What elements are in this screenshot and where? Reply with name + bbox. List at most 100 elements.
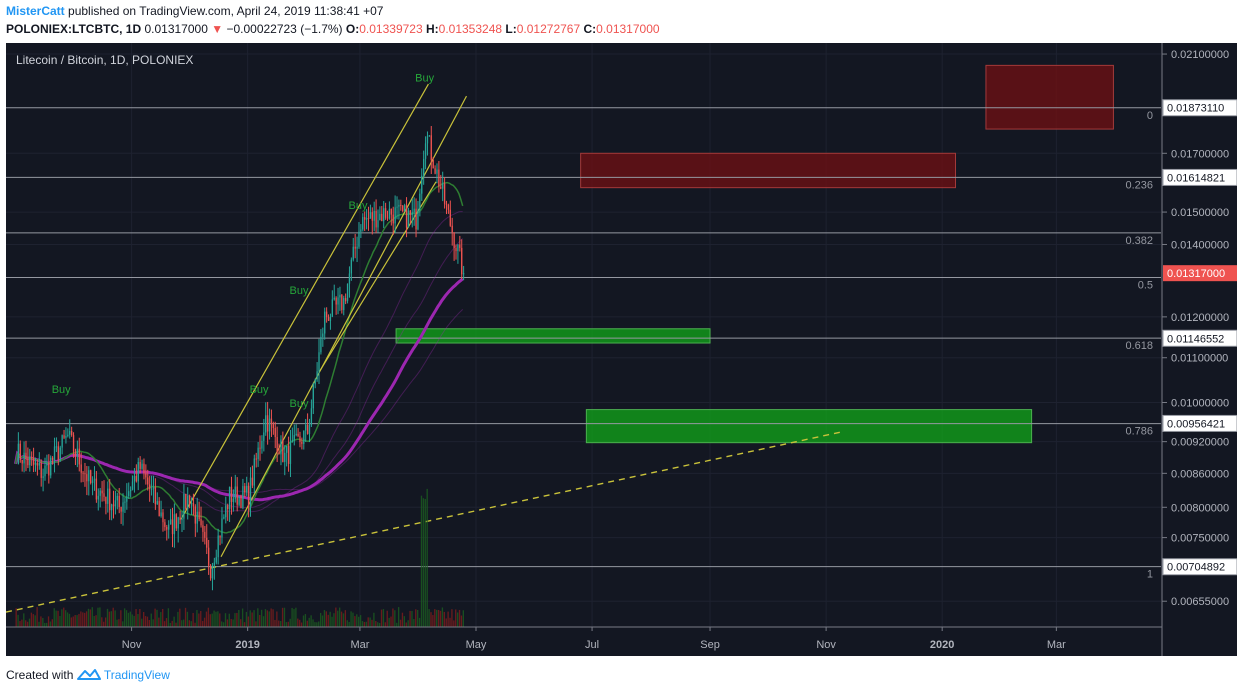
candle-body <box>392 214 394 224</box>
candle-body <box>428 135 431 137</box>
volume-bar <box>17 614 19 627</box>
candle-body <box>261 440 263 449</box>
price-tick-label: 0.00920000 <box>1171 437 1229 449</box>
zones-layer <box>395 64 1114 444</box>
candle-body <box>303 430 305 444</box>
volume-bar <box>344 610 347 627</box>
candle-body <box>200 519 202 526</box>
volume-bar <box>221 621 223 627</box>
volume-bar <box>458 609 461 627</box>
volume-bar <box>445 618 447 627</box>
volume-bar <box>171 620 173 627</box>
candle-body <box>147 477 149 485</box>
volume-bar <box>255 621 257 627</box>
resistance-zone <box>580 152 956 189</box>
volume-bar <box>337 610 339 627</box>
volume-bar <box>85 611 88 627</box>
candle-body <box>445 203 448 205</box>
volume-bar <box>167 608 170 627</box>
candle-body <box>166 526 168 530</box>
volume-bar <box>219 613 221 627</box>
price-tick-label: 0.00750000 <box>1171 533 1229 545</box>
low-value: 0.01272767 <box>516 22 581 36</box>
volume-bar <box>112 607 114 627</box>
candle-body <box>462 273 465 275</box>
candle-body <box>373 210 375 221</box>
volume-bar <box>196 610 198 627</box>
time-axis[interactable]: Nov 2019 Mar May Jul Sep Nov 2020 Mar <box>6 626 1162 651</box>
candle-body <box>114 500 117 507</box>
volume-bar <box>123 608 126 627</box>
tradingview-brand[interactable]: TradingView <box>103 668 170 682</box>
volume-bar <box>354 616 356 627</box>
candle-body <box>278 452 280 455</box>
volume-bar <box>215 611 217 627</box>
candle-body <box>156 501 158 505</box>
signals-layer: Buy Buy Buy Buy Buy Buy <box>52 73 435 411</box>
candle-body <box>175 514 177 529</box>
candle-body <box>337 297 339 305</box>
time-tick-label: Nov <box>122 639 142 651</box>
fib-ratio-label: 0.5 <box>1138 279 1153 291</box>
candle-body <box>442 183 444 189</box>
candle-body <box>65 436 67 438</box>
volume-bar <box>453 620 455 627</box>
volume-bar <box>358 616 360 627</box>
candle-body <box>346 283 349 302</box>
candle-body <box>133 475 136 482</box>
candle-body <box>411 212 413 215</box>
candle-body <box>76 448 79 457</box>
candle-body <box>348 273 351 284</box>
volume-bar <box>323 610 326 627</box>
volume-bar <box>93 615 95 627</box>
volume-bar <box>44 622 46 627</box>
candle-body <box>280 439 282 455</box>
volume-bar <box>432 615 434 627</box>
fib-ratio-label: 0.236 <box>1125 179 1153 191</box>
candle-body <box>109 488 111 511</box>
volume-bar <box>367 617 369 627</box>
symbol-header: POLONIEX:LTCBTC, 1D 0.01317000 ▼ −0.0002… <box>6 22 660 36</box>
candle-body <box>247 485 250 508</box>
volume-bar <box>308 617 310 627</box>
candle-body <box>356 246 358 249</box>
candle-body <box>110 504 113 511</box>
candle-body <box>295 433 297 436</box>
volume-bar <box>186 611 189 627</box>
candle-body <box>95 478 98 500</box>
volume-bar <box>63 607 65 627</box>
volume-bar <box>205 611 208 627</box>
volume-bar <box>74 615 76 627</box>
candle-body <box>459 244 461 248</box>
volume-bar <box>304 614 307 627</box>
volume-bar <box>266 610 269 627</box>
candle-body <box>305 424 307 431</box>
candle-body <box>116 495 118 501</box>
volume-bar <box>327 614 329 627</box>
candle-body <box>40 462 42 478</box>
candle-body <box>31 456 33 459</box>
volume-bar <box>34 615 36 627</box>
candle-body <box>38 462 40 466</box>
volume-bar <box>175 622 177 627</box>
candle-body <box>168 524 170 530</box>
candle-body <box>217 535 219 558</box>
volume-bar <box>25 620 27 627</box>
volume-bar <box>150 613 152 627</box>
candle-body <box>103 493 105 497</box>
volume-bar <box>245 611 248 627</box>
candle-body <box>350 259 353 274</box>
high-label: H: <box>425 22 439 36</box>
author-link[interactable]: MisterCatt <box>6 4 65 18</box>
candle-body <box>91 480 94 484</box>
last-price-box <box>1163 265 1237 282</box>
price-axis[interactable]: 0.02100000 0.01700000 0.01500000 0.01400000… <box>1161 43 1238 656</box>
volume-bar <box>135 609 137 627</box>
chart-panel[interactable]: 0 0.236 0.382 0.5 0.618 0.786 1 Buy Buy Buy Buy Bu… <box>6 43 1238 656</box>
candle-body <box>344 298 347 302</box>
volume-bar <box>285 622 288 627</box>
candle-body <box>301 442 303 444</box>
candle-body <box>369 212 372 219</box>
candle-body <box>440 186 442 189</box>
